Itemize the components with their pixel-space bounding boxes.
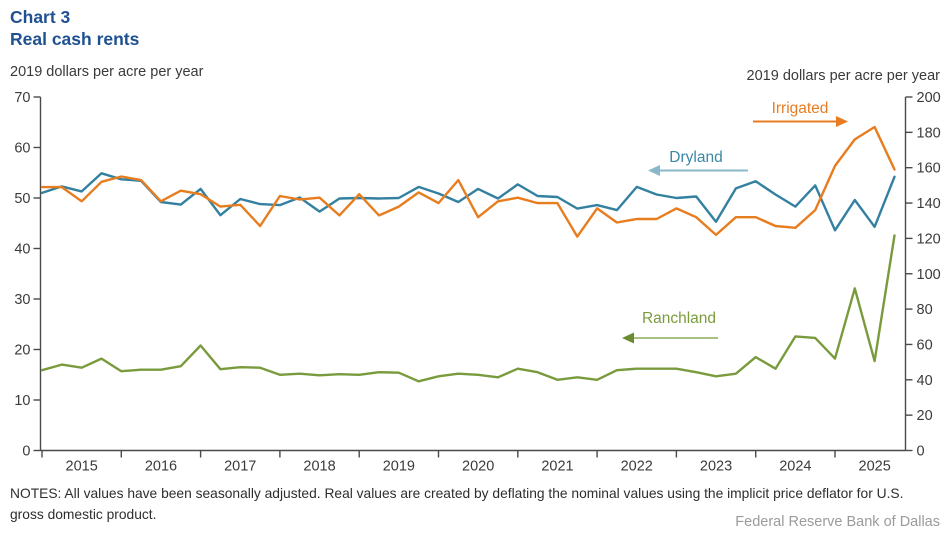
left-axis-tick-label: 10 <box>14 393 30 409</box>
ranchland-series-label: Ranchland <box>642 310 716 327</box>
chart-number: Chart 3 <box>10 7 71 27</box>
x-axis-year-label: 2021 <box>541 459 573 475</box>
ranchland-line <box>40 234 896 383</box>
ranchland-arrow-head-icon <box>622 332 634 344</box>
x-axis-year-label: 2017 <box>224 459 256 475</box>
right-axis-tick-label: 0 <box>917 444 925 460</box>
left-axis-unit-label: 2019 dollars per acre per year <box>10 64 204 80</box>
x-axis-year-label: 2023 <box>700 459 732 475</box>
dryland-series-label: Dryland <box>669 149 722 166</box>
x-axis-year-label: 2018 <box>303 459 335 475</box>
x-axis-year-label: 2020 <box>462 459 494 475</box>
x-axis-year-label: 2015 <box>66 459 98 475</box>
chart-title-block: Chart 3 Real cash rents <box>10 6 139 51</box>
source-attribution: Federal Reserve Bank of Dallas <box>735 514 940 530</box>
right-axis-tick-label: 120 <box>917 231 941 247</box>
x-axis-year-label: 2019 <box>383 459 415 475</box>
page-title: Real cash rents <box>10 29 140 50</box>
right-axis-tick-label: 140 <box>917 196 941 212</box>
irrigated-arrow-head-icon <box>836 116 848 127</box>
left-axis-tick-label: 20 <box>14 343 30 359</box>
right-axis-unit-label: 2019 dollars per acre per year <box>746 68 940 84</box>
left-axis-tick-label: 40 <box>14 242 30 258</box>
left-axis-tick-label: 60 <box>14 141 30 157</box>
irrigated-series-label: Irrigated <box>772 100 829 117</box>
dryland-arrow-head-icon <box>648 165 660 176</box>
x-axis-year-label: 2024 <box>779 459 811 475</box>
irrigated-line <box>40 125 896 238</box>
chart-notes: NOTES: All values have been seasonally a… <box>10 486 904 522</box>
left-axis-tick-label: 70 <box>14 90 30 106</box>
left-axis-tick-label: 50 <box>14 191 30 207</box>
right-axis-tick-label: 100 <box>917 267 941 283</box>
right-axis-tick-label: 20 <box>917 408 933 424</box>
x-axis-year-label: 2022 <box>621 459 653 475</box>
right-axis-tick-label: 40 <box>917 373 933 389</box>
right-axis-tick-label: 60 <box>917 337 933 353</box>
x-axis-year-label: 2016 <box>145 459 177 475</box>
x-axis-year-label: 2025 <box>859 459 891 475</box>
right-axis-tick-label: 160 <box>917 161 941 177</box>
right-axis-tick-label: 200 <box>917 90 941 106</box>
left-axis-tick-label: 30 <box>14 292 30 308</box>
right-axis-tick-label: 180 <box>917 125 941 141</box>
right-axis-tick-label: 80 <box>917 302 933 318</box>
dryland-line <box>40 172 896 232</box>
left-axis-tick-label: 0 <box>22 444 30 460</box>
